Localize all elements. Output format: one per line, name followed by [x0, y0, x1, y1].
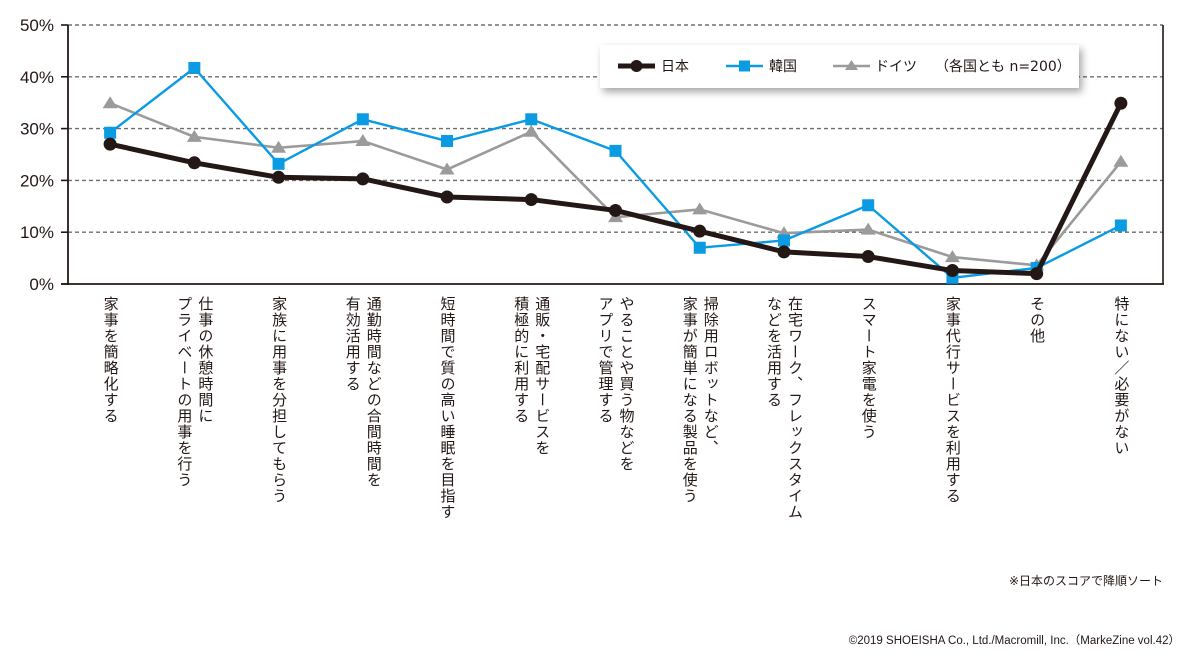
data-point: [692, 202, 708, 215]
data-point: [693, 241, 706, 254]
legend-label: 日本: [661, 59, 689, 75]
y-tick-label: 40%: [20, 68, 54, 87]
data-point: [860, 222, 876, 235]
x-tick-label: 家事が簡単になる製品を使う: [680, 296, 699, 504]
x-tick-label: やることや買う物などを: [617, 296, 636, 472]
data-point: [356, 113, 369, 126]
series-ドイツ: [102, 96, 1129, 271]
data-point: [103, 137, 117, 151]
x-tick-label: 通勤時間などの合間時間を: [364, 296, 383, 488]
data-point: [186, 129, 202, 142]
data-point: [356, 172, 370, 186]
y-tick-label: 10%: [20, 223, 54, 242]
x-tick-label: 仕事の休憩時間に: [196, 296, 215, 424]
legend-marker: [845, 60, 858, 70]
x-tick-label: 通販・宅配サービスを: [533, 296, 552, 456]
data-point: [272, 157, 285, 170]
x-tick-label: 在宅ワーク、フレックスタイム: [785, 296, 804, 520]
data-point: [777, 234, 790, 247]
x-tick-label: 特にない／必要がない: [1112, 296, 1131, 456]
data-point: [1114, 96, 1128, 110]
x-tick-label: アプリで管理する: [596, 296, 615, 424]
data-point: [441, 135, 454, 148]
y-tick-label: 20%: [20, 171, 54, 190]
x-tick-label: 家事を簡略化する: [101, 296, 120, 424]
x-tick-label: 短時間で質の高い睡眠を目指す: [438, 296, 457, 520]
sort-note: ※日本のスコアで降順ソート: [1008, 574, 1163, 588]
x-tick-label: 家族に用事を分担してもらう: [270, 296, 289, 504]
data-point: [609, 203, 622, 217]
legend-label: 韓国: [769, 59, 797, 75]
x-tick-label: スマート家電を使う: [859, 296, 878, 440]
x-tick-label: 有効活用する: [343, 296, 362, 392]
series-line: [109, 102, 1122, 267]
copyright: ©2019 SHOEISHA Co., Ltd./Macromill, Inc.…: [848, 635, 1180, 647]
data-point: [272, 170, 286, 184]
data-point: [693, 224, 707, 238]
data-point: [1114, 219, 1127, 232]
data-point: [523, 124, 539, 137]
series-日本: [103, 96, 1128, 281]
data-point: [777, 245, 791, 259]
axes: [61, 25, 1164, 285]
data-point: [439, 162, 455, 175]
data-point: [102, 96, 118, 109]
legend: 日本 韓国 ドイツ （各国とも n=200）: [600, 45, 1079, 88]
x-tick-label: 家事代行サービスを利用する: [943, 296, 962, 504]
y-tick-label: 50%: [20, 16, 54, 35]
series-group: [102, 61, 1129, 284]
y-tick-label: 30%: [20, 120, 54, 139]
x-tick-label: 積極的に利用する: [512, 296, 531, 424]
x-tick-label: などを活用する: [764, 296, 783, 408]
legend-label: ドイツ: [875, 59, 917, 75]
data-point: [271, 140, 287, 153]
x-tick-label: その他: [1028, 296, 1047, 344]
data-point: [609, 144, 622, 157]
data-point: [862, 199, 875, 212]
data-point: [1030, 267, 1044, 281]
y-tick-label: 0%: [29, 275, 54, 294]
x-tick-label: 掃除用ロボットなど、: [701, 296, 720, 456]
data-point: [861, 250, 875, 264]
x-tick-label: プライベートの用事を行う: [175, 296, 194, 488]
data-point: [188, 61, 201, 74]
data-point: [440, 190, 454, 204]
legend-marker: [739, 60, 750, 72]
legend-sample-note: （各国とも n=200）: [935, 59, 1071, 75]
legend-marker: [630, 60, 643, 72]
data-point: [355, 134, 371, 147]
data-point: [524, 193, 538, 207]
data-point: [1113, 154, 1129, 167]
data-point: [104, 126, 117, 139]
data-point: [945, 264, 959, 278]
data-point: [944, 250, 960, 263]
y-axis-ticks: 0% 10% 20% 30% 40% 50%: [20, 16, 68, 294]
data-point: [187, 156, 201, 170]
data-point: [525, 113, 538, 126]
